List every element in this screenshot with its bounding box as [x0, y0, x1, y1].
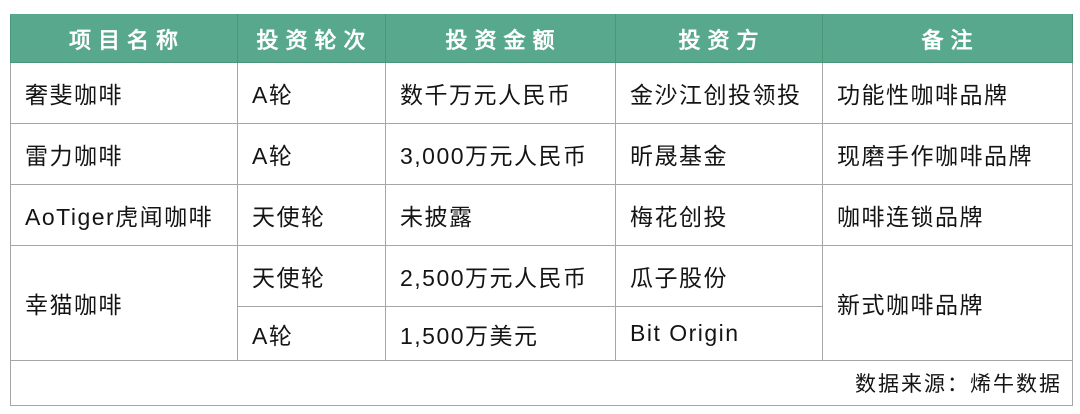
cell-investment-amount: 2,500万元人民币: [385, 245, 616, 307]
cell-investor: 昕晟基金: [615, 123, 823, 185]
header-investment-round: 投资轮次: [237, 14, 386, 63]
coffee-investment-table: 项目名称 投资轮次 投资金额 投资方 备注 奢斐咖啡 A轮 数千万元人民币 金沙…: [10, 14, 1073, 406]
data-source-note: 数据来源：烯牛数据: [10, 360, 1073, 406]
table-row-aotiger: AoTiger虎闻咖啡 天使轮 未披露 梅花创投 咖啡连锁品牌: [10, 184, 1073, 246]
cell-project-name-merged: 幸猫咖啡: [10, 245, 238, 361]
header-investor: 投资方: [615, 14, 823, 63]
cell-investment-round: A轮: [237, 62, 386, 124]
header-investment-amount: 投资金额: [385, 14, 616, 63]
cell-investor: 金沙江创投领投: [615, 62, 823, 124]
cell-investor: 瓜子股份: [615, 245, 823, 307]
table-row-leili: 雷力咖啡 A轮 3,000万元人民币 昕晟基金 现磨手作咖啡品牌: [10, 123, 1073, 185]
cell-project-name: 雷力咖啡: [10, 123, 238, 185]
cell-investment-amount: 1,500万美元: [385, 306, 616, 361]
table-row-xingmao-angel: 幸猫咖啡 天使轮 2,500万元人民币 瓜子股份 新式咖啡品牌: [10, 245, 1073, 361]
cell-remark: 咖啡连锁品牌: [822, 184, 1073, 246]
cell-investment-round: 天使轮: [237, 184, 386, 246]
cell-investment-amount: 未披露: [385, 184, 616, 246]
cell-project-name: AoTiger虎闻咖啡: [10, 184, 238, 246]
cell-remark-merged: 新式咖啡品牌: [822, 245, 1073, 361]
cell-investor: Bit Origin: [615, 306, 823, 361]
table-row-xingmao-a: A轮 1,500万美元 Bit Origin: [11, 306, 1073, 361]
cell-investment-round: A轮: [237, 306, 386, 361]
header-row: 项目名称 投资轮次 投资金额 投资方 备注: [10, 14, 1073, 63]
cell-investment-round: 天使轮: [237, 245, 386, 307]
header-project-name: 项目名称: [10, 14, 238, 63]
cell-investment-amount: 数千万元人民币: [385, 62, 616, 124]
table-row-shefei: 奢斐咖啡 A轮 数千万元人民币 金沙江创投领投 功能性咖啡品牌: [10, 62, 1073, 124]
cell-investment-amount: 3,000万元人民币: [385, 123, 616, 185]
cell-remark: 现磨手作咖啡品牌: [822, 123, 1073, 185]
cell-investment-round: A轮: [237, 123, 386, 185]
footer-row: 数据来源：烯牛数据: [10, 360, 1073, 406]
cell-remark: 功能性咖啡品牌: [822, 62, 1073, 124]
header-remark: 备注: [822, 14, 1073, 63]
cell-project-name: 奢斐咖啡: [10, 62, 238, 124]
cell-investor: 梅花创投: [615, 184, 823, 246]
